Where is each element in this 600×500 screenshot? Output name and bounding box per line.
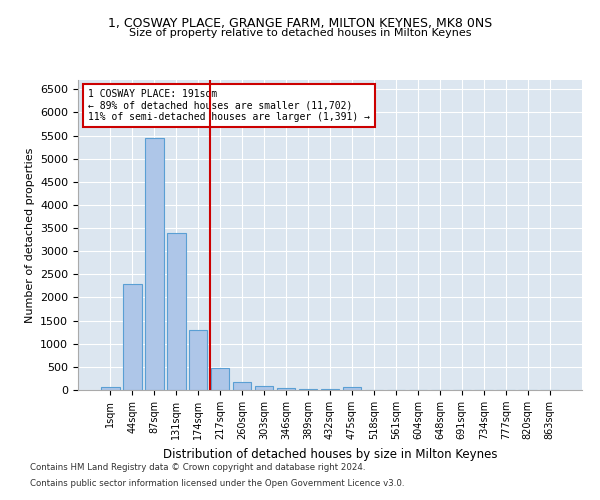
Bar	[167, 232, 185, 390]
Text: Size of property relative to detached houses in Milton Keynes: Size of property relative to detached ho…	[129, 28, 471, 38]
Text: Contains HM Land Registry data © Crown copyright and database right 2024.: Contains HM Land Registry data © Crown c…	[30, 464, 365, 472]
Text: 1 COSWAY PLACE: 191sqm
← 89% of detached houses are smaller (11,702)
11% of semi: 1 COSWAY PLACE: 191sqm ← 89% of detached…	[88, 90, 370, 122]
Bar	[255, 386, 274, 390]
Bar	[145, 138, 164, 390]
Text: Contains public sector information licensed under the Open Government Licence v3: Contains public sector information licen…	[30, 478, 404, 488]
Bar	[233, 382, 251, 390]
Bar	[101, 386, 119, 390]
Text: 1, COSWAY PLACE, GRANGE FARM, MILTON KEYNES, MK8 0NS: 1, COSWAY PLACE, GRANGE FARM, MILTON KEY…	[108, 18, 492, 30]
Bar	[189, 330, 208, 390]
Bar	[320, 389, 340, 390]
Bar	[343, 388, 361, 390]
Bar	[123, 284, 142, 390]
Bar	[299, 388, 317, 390]
Bar	[277, 388, 295, 390]
Bar	[211, 368, 229, 390]
X-axis label: Distribution of detached houses by size in Milton Keynes: Distribution of detached houses by size …	[163, 448, 497, 460]
Y-axis label: Number of detached properties: Number of detached properties	[25, 148, 35, 322]
